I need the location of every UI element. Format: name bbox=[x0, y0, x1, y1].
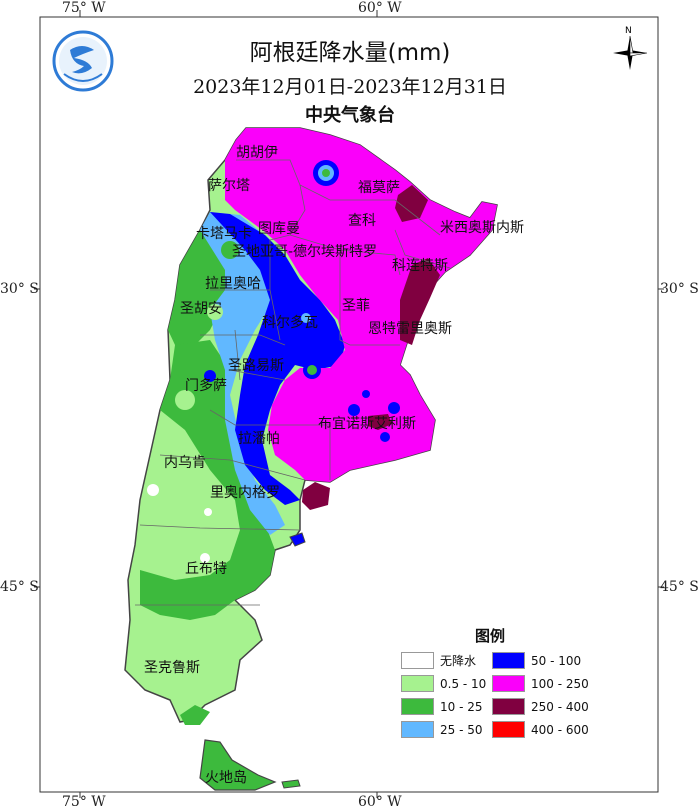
tick-top-75w: 75° W bbox=[62, 0, 106, 16]
spot-formosa-green bbox=[322, 169, 330, 177]
legend-item: 0.5 - 10 bbox=[401, 675, 486, 692]
province-label: 丘布特 bbox=[185, 561, 227, 577]
legend-swatch bbox=[492, 652, 525, 669]
legend-swatch bbox=[401, 652, 434, 669]
tick-right-30s: 30° S bbox=[660, 281, 699, 297]
province-label: 布宜诺斯艾利斯 bbox=[318, 416, 416, 432]
tierra-del-fuego bbox=[199, 739, 277, 791]
legend-label: 25 - 50 bbox=[440, 722, 483, 737]
legend-item: 400 - 600 bbox=[492, 721, 589, 738]
zone-250-400-a bbox=[395, 185, 428, 222]
legend-label: 10 - 25 bbox=[440, 699, 483, 714]
spot-ba-2 bbox=[388, 402, 400, 414]
tick-marks bbox=[34, 10, 664, 798]
spot-white-2 bbox=[200, 553, 210, 563]
legend-item: 无降水 bbox=[401, 652, 476, 669]
peninsula-valdes bbox=[289, 532, 306, 547]
spot-sl-blue bbox=[204, 370, 216, 382]
province-label: 圣路易斯 bbox=[228, 358, 284, 374]
legend-item: 250 - 400 bbox=[492, 698, 589, 715]
north-letter: N bbox=[625, 26, 632, 36]
province-label: 图库曼 bbox=[258, 221, 300, 237]
legend-swatch bbox=[401, 721, 434, 738]
zone-250-400-b bbox=[400, 258, 440, 345]
province-label: 门多萨 bbox=[185, 377, 227, 394]
province-label: 胡胡伊 bbox=[236, 145, 278, 161]
spot-sf-lblue bbox=[307, 365, 317, 375]
north-arrow-icon bbox=[613, 35, 648, 70]
tick-right-45s: 45° S bbox=[660, 579, 699, 595]
legend-swatch bbox=[401, 698, 434, 715]
zone-100-250 bbox=[225, 128, 497, 482]
map-title: 阿根廷降水量(mm) bbox=[249, 40, 451, 66]
legend-label: 0.5 - 10 bbox=[440, 676, 487, 691]
spot-ba-3 bbox=[380, 432, 390, 442]
province-label: 内乌肯 bbox=[164, 455, 206, 471]
legend-label: 无降水 bbox=[440, 654, 477, 668]
legend-label: 100 - 250 bbox=[531, 676, 589, 691]
province-label: 恩特雷里奥斯 bbox=[368, 320, 452, 337]
spot-white-4 bbox=[204, 508, 212, 516]
tick-bottom-60w: 60° W bbox=[358, 794, 402, 810]
tick-left-45s: 45° S bbox=[0, 579, 39, 595]
province-label: 科连特斯 bbox=[392, 258, 448, 274]
zone-50-100 bbox=[210, 212, 345, 505]
legend-swatch bbox=[492, 675, 525, 692]
spot-cat bbox=[221, 241, 239, 259]
spot-white-3 bbox=[130, 683, 140, 693]
agency-label: 中央气象台 bbox=[305, 105, 395, 126]
province-label: 福莫萨 bbox=[358, 180, 400, 196]
province-label: 萨尔塔 bbox=[208, 178, 250, 194]
spot-ba-1 bbox=[348, 404, 360, 416]
spot-ba-4 bbox=[362, 390, 370, 398]
map-frame bbox=[39, 16, 659, 793]
spot-cor-blue bbox=[301, 313, 311, 323]
legend-title: 图例 bbox=[475, 627, 506, 645]
province-label: 圣菲 bbox=[342, 298, 370, 314]
province-label: 里奥内格罗 bbox=[210, 484, 280, 501]
province-label: 科尔多瓦 bbox=[262, 314, 318, 331]
legend-swatch bbox=[492, 698, 525, 715]
province-label: 圣胡安 bbox=[180, 301, 222, 317]
date-range: 2023年12月01日-2023年12月31日 bbox=[193, 76, 507, 98]
province-borders bbox=[135, 159, 451, 606]
spot-mendoza bbox=[175, 390, 195, 410]
tick-left-30s: 30° S bbox=[0, 281, 39, 297]
zone-25-50 bbox=[200, 212, 285, 535]
province-label: 圣地亚哥-德尔埃斯特罗 bbox=[232, 244, 377, 260]
zone-10-25-b bbox=[140, 340, 275, 620]
legend-label: 250 - 400 bbox=[531, 699, 589, 714]
province-label: 米西奥斯内斯 bbox=[440, 219, 524, 236]
island-small bbox=[281, 779, 301, 789]
cma-logo bbox=[52, 30, 114, 92]
province-label: 卡塔马卡 bbox=[196, 226, 252, 242]
tick-bottom-75w: 75° W bbox=[62, 794, 106, 810]
legend-swatch bbox=[492, 721, 525, 738]
legend-item: 25 - 50 bbox=[401, 721, 483, 738]
spot-white-1 bbox=[147, 484, 159, 496]
legend-item: 100 - 250 bbox=[492, 675, 589, 692]
province-label: 火地岛 bbox=[205, 770, 247, 786]
tick-top-60w: 60° W bbox=[358, 0, 402, 16]
spot-sj bbox=[207, 304, 223, 320]
legend-item: 50 - 100 bbox=[492, 652, 581, 669]
province-label: 查科 bbox=[348, 213, 376, 229]
legend-label: 50 - 100 bbox=[531, 653, 582, 668]
zone-250-400-c bbox=[302, 482, 330, 510]
province-label: 圣克鲁斯 bbox=[144, 660, 200, 676]
legend-label: 400 - 600 bbox=[531, 722, 589, 737]
legend-item: 10 - 25 bbox=[401, 698, 483, 715]
zone-10-25-d bbox=[180, 705, 210, 725]
legend-swatch bbox=[401, 675, 434, 692]
zone-250-400-d bbox=[368, 414, 392, 430]
province-label: 拉潘帕 bbox=[238, 431, 280, 447]
province-label: 拉里奥哈 bbox=[205, 275, 261, 292]
